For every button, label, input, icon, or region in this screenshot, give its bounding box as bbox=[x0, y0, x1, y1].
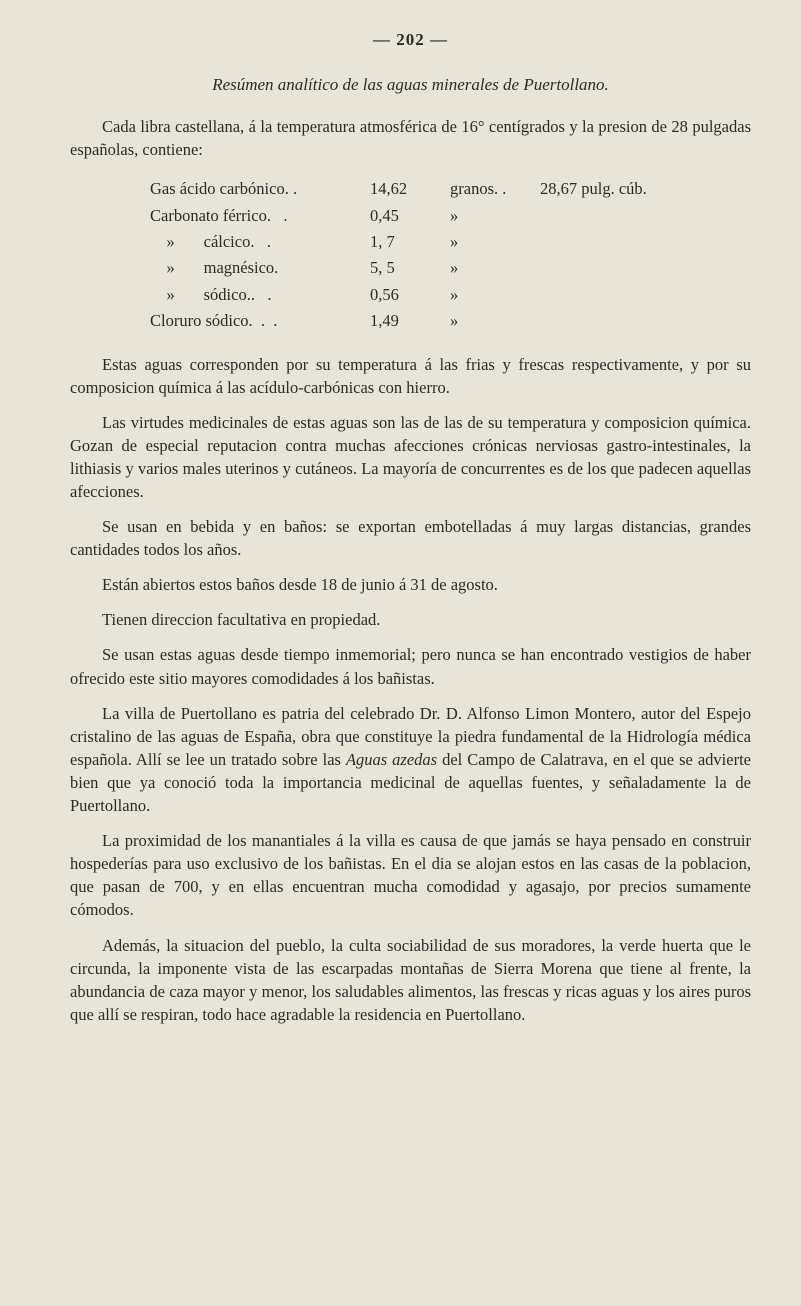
row-label: Cloruro sódico. . . bbox=[150, 308, 370, 334]
body-paragraph: Se usan estas aguas desde tiempo inmemor… bbox=[70, 643, 751, 689]
body-paragraph: Estas aguas corresponden por su temperat… bbox=[70, 353, 751, 399]
row-unit: » bbox=[450, 203, 540, 229]
table-row: Carbonato férrico. . 0,45 » bbox=[150, 203, 751, 229]
row-unit: » bbox=[450, 282, 540, 308]
row-value: 0,45 bbox=[370, 203, 450, 229]
row-unit: » bbox=[450, 308, 540, 334]
body-paragraph: La villa de Puertollano es patria del ce… bbox=[70, 702, 751, 817]
row-label: » magnésico. bbox=[150, 255, 370, 281]
table-row: » magnésico. 5, 5 » bbox=[150, 255, 751, 281]
row-unit: » bbox=[450, 229, 540, 255]
body-paragraph: Tienen direccion facultativa en propieda… bbox=[70, 608, 751, 631]
table-row: Cloruro sódico. . . 1,49 » bbox=[150, 308, 751, 334]
row-value: 5, 5 bbox=[370, 255, 450, 281]
row-extra bbox=[540, 308, 751, 334]
row-value: 1,49 bbox=[370, 308, 450, 334]
row-unit: » bbox=[450, 255, 540, 281]
row-label: » sódico.. . bbox=[150, 282, 370, 308]
document-page: — 202 — Resúmen analítico de las aguas m… bbox=[0, 0, 801, 1078]
body-paragraph: Además, la situacion del pueblo, la cult… bbox=[70, 934, 751, 1026]
mineral-composition-table: Gas ácido carbónico. . 14,62 granos. . 2… bbox=[150, 176, 751, 334]
body-paragraph: Están abiertos estos baños desde 18 de j… bbox=[70, 573, 751, 596]
document-title: Resúmen analítico de las aguas minerales… bbox=[70, 75, 751, 95]
row-value: 1, 7 bbox=[370, 229, 450, 255]
row-label: Carbonato férrico. . bbox=[150, 203, 370, 229]
row-label: Gas ácido carbónico. . bbox=[150, 176, 370, 202]
body-paragraph: La proximidad de los manantiales á la vi… bbox=[70, 829, 751, 921]
row-extra bbox=[540, 255, 751, 281]
intro-paragraph: Cada libra castellana, á la temperatura … bbox=[70, 115, 751, 161]
row-extra bbox=[540, 282, 751, 308]
table-row: » cálcico. . 1, 7 » bbox=[150, 229, 751, 255]
row-unit: granos. . bbox=[450, 176, 540, 202]
row-value: 14,62 bbox=[370, 176, 450, 202]
row-extra bbox=[540, 229, 751, 255]
row-extra: 28,67 pulg. cúb. bbox=[540, 176, 751, 202]
row-extra bbox=[540, 203, 751, 229]
row-value: 0,56 bbox=[370, 282, 450, 308]
row-label: » cálcico. . bbox=[150, 229, 370, 255]
page-number: — 202 — bbox=[70, 30, 751, 50]
table-row: » sódico.. . 0,56 » bbox=[150, 282, 751, 308]
body-paragraph: Las virtudes medicinales de estas aguas … bbox=[70, 411, 751, 503]
table-row: Gas ácido carbónico. . 14,62 granos. . 2… bbox=[150, 176, 751, 202]
body-paragraph: Se usan en bebida y en baños: se exporta… bbox=[70, 515, 751, 561]
